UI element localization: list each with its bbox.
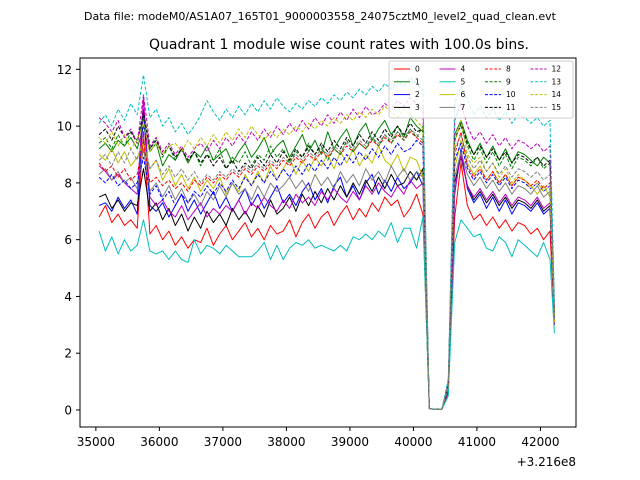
x-axis: 35000 36000 37000 38000 39000 40000 41000 42000	[77, 427, 560, 449]
x-tick-label: 38000	[267, 435, 305, 449]
figure-suptitle: Data file: modeM0/AS1A07_165T01_90000035…	[84, 10, 557, 23]
x-tick-label: 40000	[394, 435, 432, 449]
plot-area	[79, 57, 577, 428]
y-tick-label: 10	[57, 120, 72, 134]
y-tick-label: 4	[64, 290, 72, 304]
y-tick-label: 12	[57, 63, 72, 77]
series-line-5	[98, 216, 555, 410]
legend-label-4: 4	[461, 65, 466, 74]
series-line-13	[98, 74, 555, 410]
x-tick-label: 37000	[204, 435, 242, 449]
series-line-11	[98, 111, 555, 410]
x-tick-label: 42000	[521, 435, 559, 449]
y-tick-label: 2	[64, 347, 72, 361]
legend-label-0: 0	[415, 65, 420, 74]
legend-label-3: 3	[415, 103, 420, 112]
y-tick-label: 0	[64, 403, 72, 417]
x-tick-label: 39000	[331, 435, 369, 449]
series-line-9	[98, 117, 555, 410]
legend-label-8: 8	[506, 65, 511, 74]
series-line-14	[98, 105, 555, 410]
legend-label-15: 15	[552, 103, 562, 112]
y-axis: 0 2 4 6 8 10 12	[57, 63, 80, 417]
legend-box	[388, 60, 574, 119]
axes-frame	[79, 57, 577, 428]
x-tick-label: 36000	[140, 435, 178, 449]
series-line-3	[98, 156, 555, 410]
legend-label-11: 11	[506, 103, 516, 112]
x-offset-label: +3.216e8	[517, 455, 576, 469]
legend-label-6: 6	[461, 90, 466, 99]
series-line-6	[98, 139, 555, 410]
legend-label-14: 14	[552, 90, 562, 99]
x-tick-label: 35000	[77, 435, 115, 449]
legend-label-13: 13	[552, 77, 562, 86]
series-line-12	[98, 94, 555, 410]
legend-label-1: 1	[415, 77, 420, 86]
series-line-10	[98, 139, 555, 410]
legend-label-5: 5	[461, 77, 466, 86]
chart-title: Quadrant 1 module wise count rates with …	[149, 37, 529, 53]
legend-label-7: 7	[461, 103, 466, 112]
y-tick-label: 6	[64, 233, 72, 247]
series-line-8	[98, 131, 555, 410]
y-tick-label: 8	[64, 176, 72, 190]
legend-label-9: 9	[506, 77, 511, 86]
series-line-4	[98, 97, 555, 410]
series-line-7	[98, 148, 555, 410]
x-tick-label: 41000	[458, 435, 496, 449]
legend-label-2: 2	[415, 90, 420, 99]
series-layer	[98, 74, 555, 410]
legend-label-12: 12	[552, 65, 562, 74]
legend-label-10: 10	[506, 90, 516, 99]
series-line-0	[98, 131, 555, 410]
